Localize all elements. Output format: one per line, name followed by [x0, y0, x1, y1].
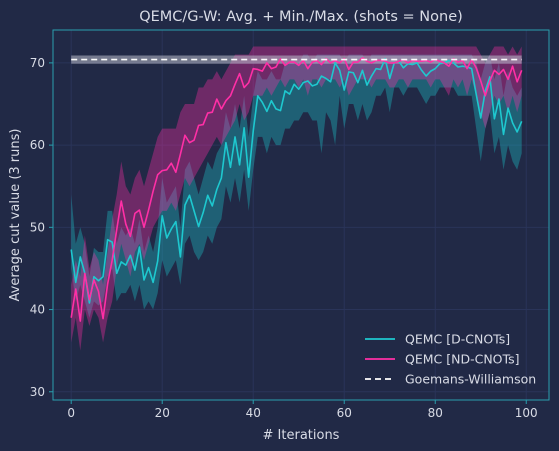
y-tick-label: 40	[30, 303, 45, 317]
series-lines	[70, 57, 523, 322]
band-d-cnots	[71, 54, 522, 318]
line-d-cnots	[70, 57, 523, 304]
x-axis-label: # Iterations	[263, 428, 340, 443]
legend-label-d-cnots: QEMC [D-CNOTs]	[405, 332, 510, 347]
y-tick-label: 70	[30, 56, 45, 70]
axis-ticks: 0 20 40 60 80 100 30 40 50 60 70	[30, 56, 538, 420]
y-tick-label: 50	[30, 220, 45, 234]
y-tick-label: 30	[30, 385, 45, 399]
legend-label-nd-cnots: QEMC [ND-CNOTs]	[405, 352, 519, 367]
line-nd-cnots	[70, 57, 523, 322]
x-tick-label: 40	[246, 406, 261, 420]
chart-title: QEMC/G-W: Avg. + Min./Max. (shots = None…	[139, 9, 463, 25]
x-tick-label: 80	[428, 406, 443, 420]
x-tick-label: 100	[515, 406, 538, 420]
band-nd-cnots	[71, 46, 522, 351]
y-axis-label: Average cut value (3 runs)	[8, 129, 23, 302]
x-tick-label: 20	[155, 406, 170, 420]
plot-frame	[52, 29, 550, 401]
legend: QEMC [D-CNOTs] QEMC [ND-CNOTs] Goemans-Wil…	[365, 332, 536, 387]
legend-label-goemans-williamson: Goemans-Williamson	[405, 372, 536, 387]
x-tick-label: 60	[337, 406, 352, 420]
y-tick-label: 60	[30, 138, 45, 152]
x-tick-label: 0	[67, 406, 75, 420]
